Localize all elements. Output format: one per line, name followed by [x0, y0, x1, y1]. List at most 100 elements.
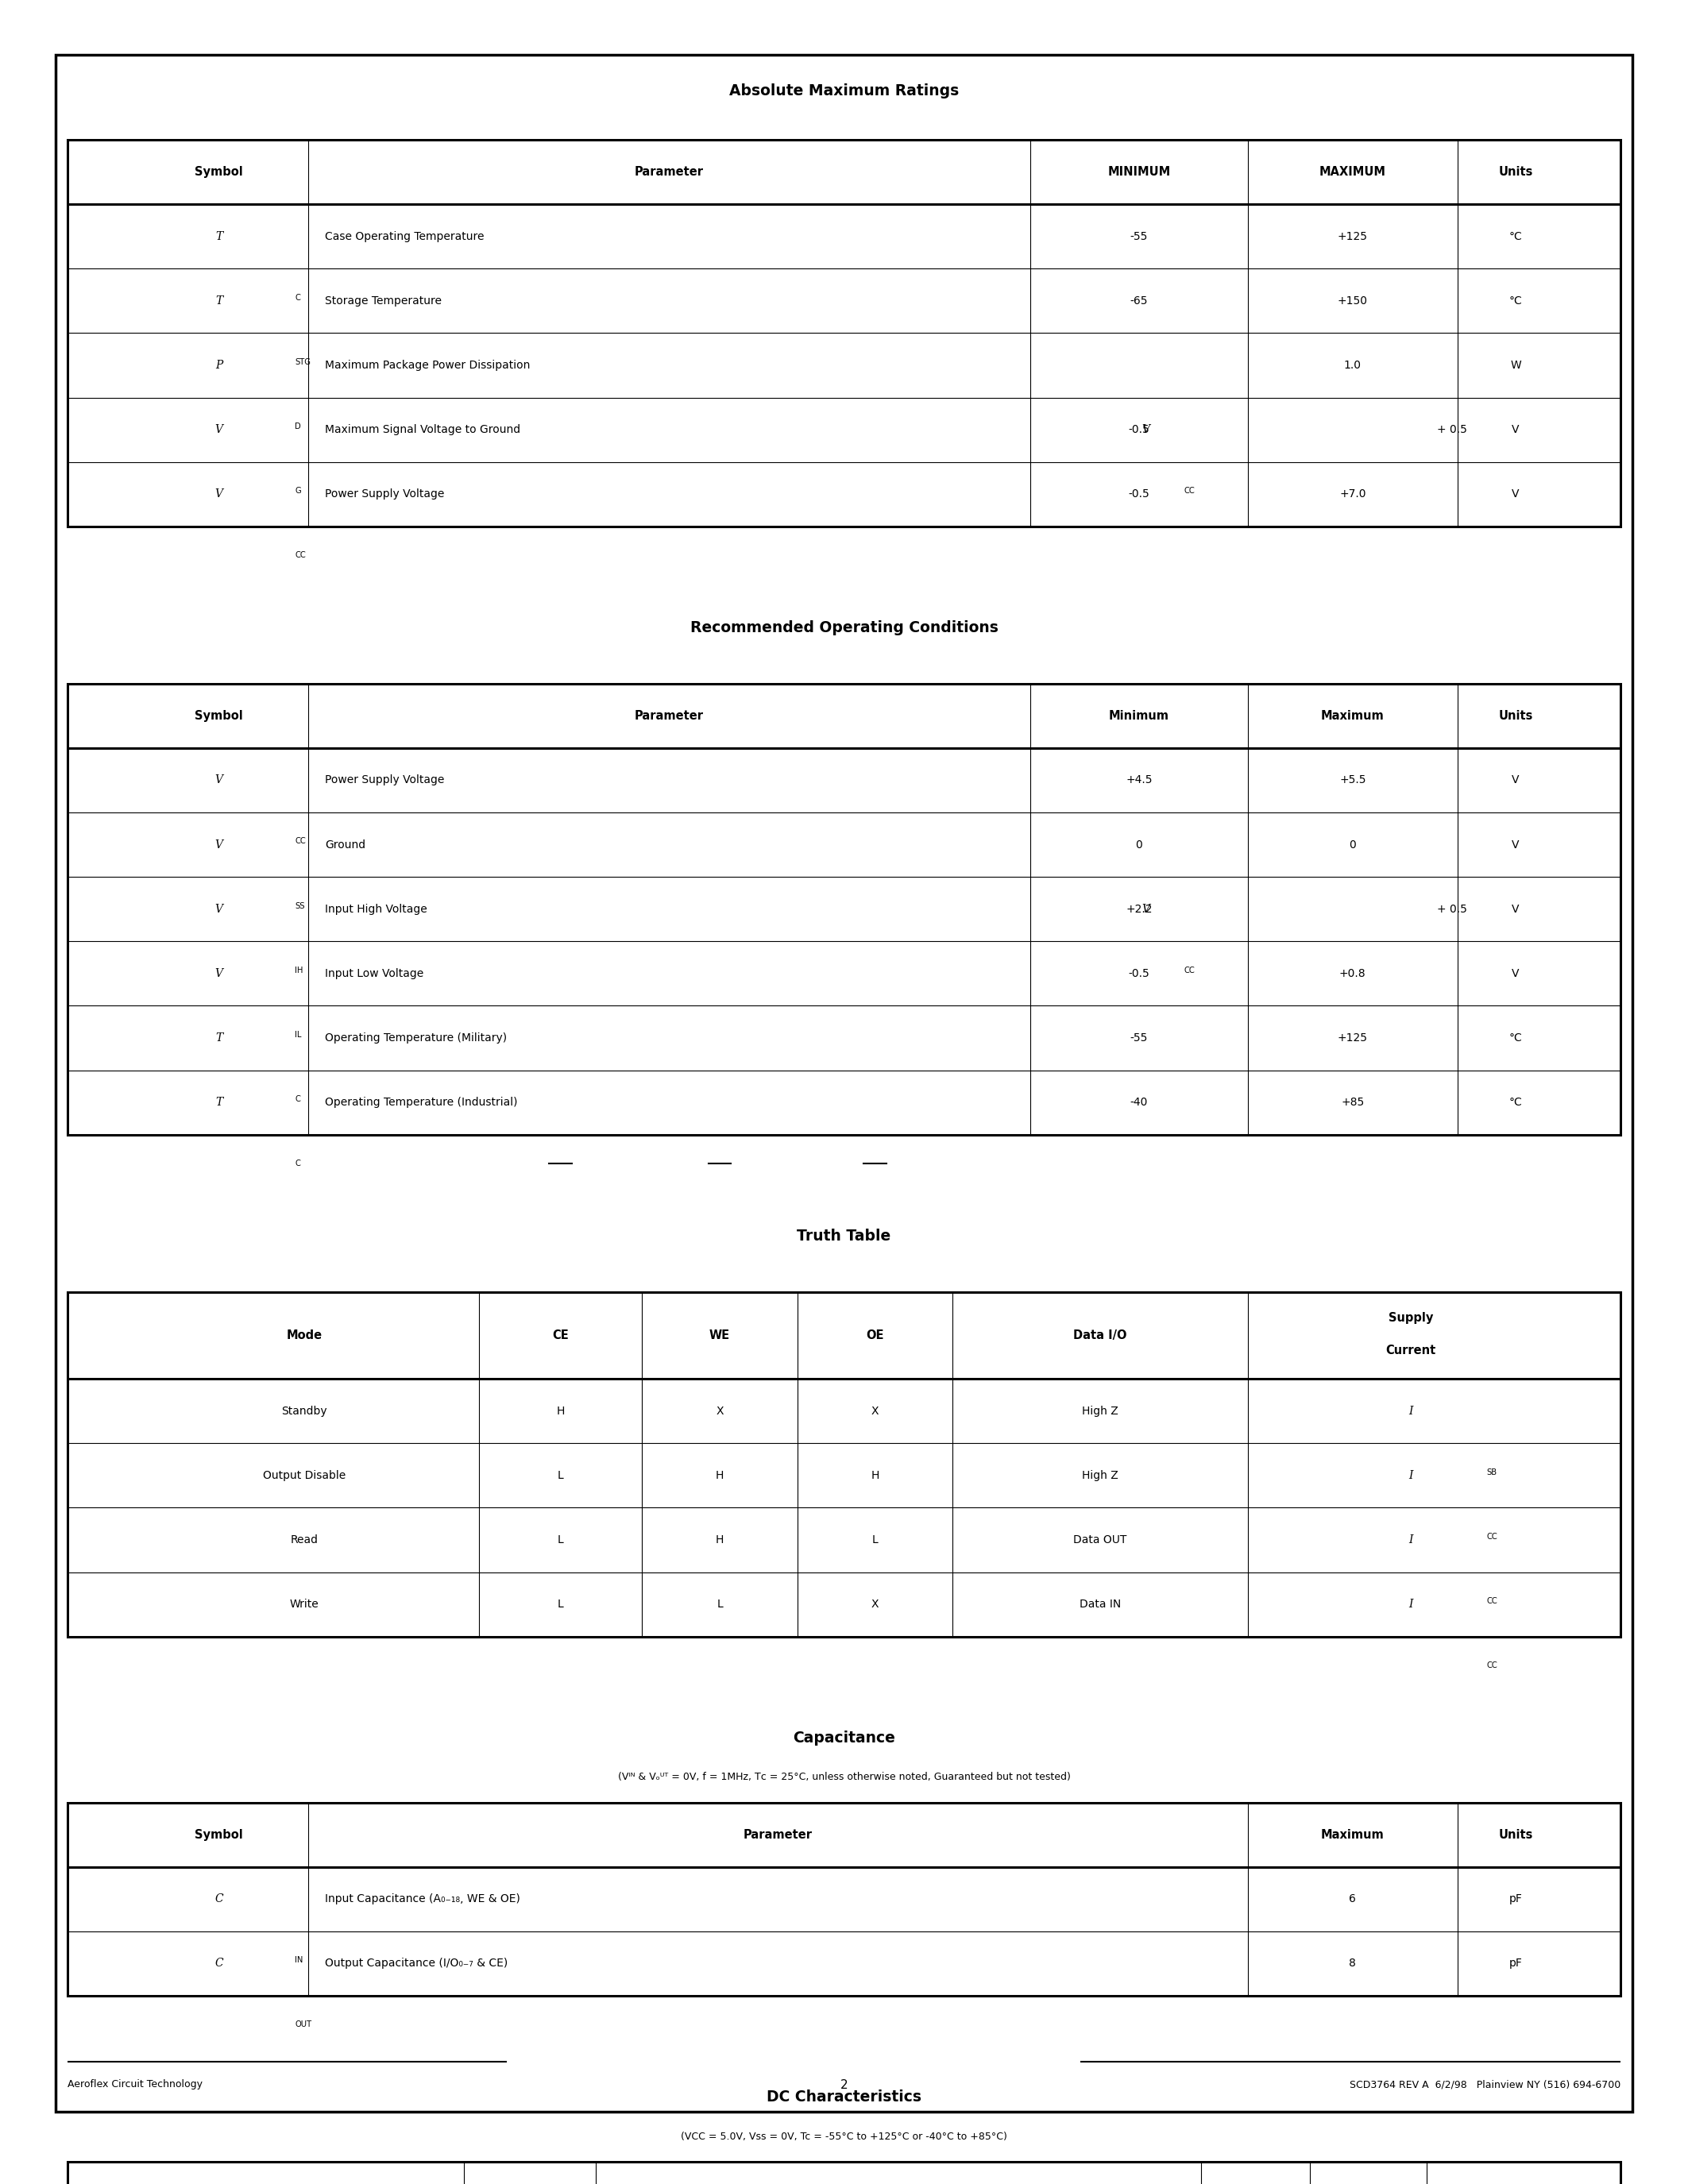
Text: High Z: High Z — [1082, 1406, 1119, 1417]
Text: WE: WE — [709, 1330, 731, 1341]
Text: L: L — [557, 1470, 564, 1481]
Text: -55: -55 — [1131, 232, 1148, 242]
Text: pF: pF — [1509, 1959, 1523, 1970]
Text: V: V — [1512, 968, 1519, 978]
Text: W: W — [1511, 360, 1521, 371]
Text: I: I — [1409, 1470, 1413, 1481]
Text: 0: 0 — [1136, 839, 1143, 850]
Text: CC: CC — [1487, 1597, 1497, 1605]
Text: Read: Read — [290, 1535, 319, 1546]
Text: -55: -55 — [1131, 1033, 1148, 1044]
Text: +150: +150 — [1337, 295, 1367, 306]
Text: V: V — [1512, 424, 1519, 435]
Text: V: V — [214, 489, 223, 500]
Text: CE: CE — [552, 1330, 569, 1341]
Text: X: X — [871, 1406, 879, 1417]
Text: C: C — [295, 293, 300, 301]
Text: High Z: High Z — [1082, 1470, 1119, 1481]
Text: 1.0: 1.0 — [1344, 360, 1361, 371]
Text: MAXIMUM: MAXIMUM — [1320, 166, 1386, 177]
Text: (VCC = 5.0V, Vss = 0V, Tc = -55°C to +125°C or -40°C to +85°C): (VCC = 5.0V, Vss = 0V, Tc = -55°C to +12… — [680, 2132, 1008, 2143]
Text: I: I — [1409, 1599, 1413, 1610]
Text: Parameter: Parameter — [635, 710, 704, 721]
Text: Absolute Maximum Ratings: Absolute Maximum Ratings — [729, 83, 959, 98]
Text: 6: 6 — [1349, 1894, 1355, 1904]
Text: °C: °C — [1509, 295, 1523, 306]
Text: CC: CC — [1487, 1662, 1497, 1669]
Text: +125: +125 — [1337, 1033, 1367, 1044]
Text: Case Operating Temperature: Case Operating Temperature — [326, 232, 484, 242]
Text: V: V — [214, 839, 223, 850]
Text: CC: CC — [1487, 1533, 1497, 1540]
Bar — [68, 140, 1620, 526]
Text: Units: Units — [1499, 166, 1533, 177]
Text: Power Supply Voltage: Power Supply Voltage — [326, 489, 444, 500]
Text: CC: CC — [295, 836, 306, 845]
Text: I: I — [1409, 1406, 1413, 1417]
Text: L: L — [557, 1599, 564, 1610]
Text: Data I/O: Data I/O — [1074, 1330, 1128, 1341]
Text: OE: OE — [866, 1330, 885, 1341]
Text: CC: CC — [295, 550, 306, 559]
Text: Maximum: Maximum — [1322, 710, 1384, 721]
Text: Mode: Mode — [287, 1330, 322, 1341]
Text: Current: Current — [1386, 1345, 1436, 1356]
Text: + 0.5: + 0.5 — [1436, 904, 1467, 915]
Text: T: T — [216, 1033, 223, 1044]
Text: L: L — [873, 1535, 878, 1546]
Text: H: H — [716, 1470, 724, 1481]
Text: -40: -40 — [1131, 1096, 1148, 1107]
Text: Write: Write — [290, 1599, 319, 1610]
Text: Power Supply Voltage: Power Supply Voltage — [326, 775, 444, 786]
Text: -0.5: -0.5 — [1129, 968, 1150, 978]
Text: Data OUT: Data OUT — [1074, 1535, 1128, 1546]
Text: Input Capacitance (A₀₋₁₈, WE & OE): Input Capacitance (A₀₋₁₈, WE & OE) — [326, 1894, 520, 1904]
Text: Output Disable: Output Disable — [263, 1470, 346, 1481]
Text: +2.2: +2.2 — [1126, 904, 1153, 915]
Text: Parameter: Parameter — [635, 166, 704, 177]
Text: Units: Units — [1499, 710, 1533, 721]
Text: Maximum Package Power Dissipation: Maximum Package Power Dissipation — [326, 360, 530, 371]
Text: DC Characteristics: DC Characteristics — [766, 2090, 922, 2105]
Text: T: T — [216, 295, 223, 306]
Text: Input Low Voltage: Input Low Voltage — [326, 968, 424, 978]
Text: 2: 2 — [841, 2079, 847, 2090]
Text: C: C — [214, 1894, 223, 1904]
Text: IL: IL — [295, 1031, 302, 1040]
Text: Storage Temperature: Storage Temperature — [326, 295, 442, 306]
Text: -65: -65 — [1131, 295, 1148, 306]
Text: IN: IN — [295, 1957, 304, 1963]
Text: H: H — [716, 1535, 724, 1546]
Text: IH: IH — [295, 965, 304, 974]
Text: V: V — [214, 775, 223, 786]
Text: V: V — [1143, 424, 1150, 435]
Text: Symbol: Symbol — [194, 166, 243, 177]
Text: Capacitance: Capacitance — [793, 1730, 895, 1745]
Text: V: V — [214, 424, 223, 435]
Bar — [68, 1293, 1620, 1636]
Text: +125: +125 — [1337, 232, 1367, 242]
Text: +85: +85 — [1340, 1096, 1364, 1107]
Text: 0: 0 — [1349, 839, 1355, 850]
Text: Input High Voltage: Input High Voltage — [326, 904, 427, 915]
Text: MINIMUM: MINIMUM — [1107, 166, 1170, 177]
Text: +5.5: +5.5 — [1339, 775, 1366, 786]
Text: Maximum: Maximum — [1322, 1828, 1384, 1841]
Text: °C: °C — [1509, 1096, 1523, 1107]
Text: Operating Temperature (Industrial): Operating Temperature (Industrial) — [326, 1096, 518, 1107]
Text: Units: Units — [1499, 1828, 1533, 1841]
Text: 8: 8 — [1349, 1959, 1355, 1970]
Text: (Vᴵᴺ & Vₒᵁᵀ = 0V, f = 1MHz, Tᴄ = 25°C, unless otherwise noted, Guaranteed but no: (Vᴵᴺ & Vₒᵁᵀ = 0V, f = 1MHz, Tᴄ = 25°C, u… — [618, 1771, 1070, 1782]
Text: D: D — [295, 422, 300, 430]
Text: -0.5: -0.5 — [1129, 489, 1150, 500]
Text: Symbol: Symbol — [194, 1828, 243, 1841]
Text: Symbol: Symbol — [194, 710, 243, 721]
Text: +0.8: +0.8 — [1339, 968, 1366, 978]
Text: Aeroflex Circuit Technology: Aeroflex Circuit Technology — [68, 2079, 203, 2090]
Text: SCD3764 REV A  6/2/98   Plainview NY (516) 694-6700: SCD3764 REV A 6/2/98 Plainview NY (516) … — [1349, 2079, 1620, 2090]
Text: + 0.5: + 0.5 — [1436, 424, 1467, 435]
Text: +4.5: +4.5 — [1126, 775, 1153, 786]
Text: pF: pF — [1509, 1894, 1523, 1904]
Text: C: C — [295, 1094, 300, 1103]
Text: X: X — [716, 1406, 724, 1417]
